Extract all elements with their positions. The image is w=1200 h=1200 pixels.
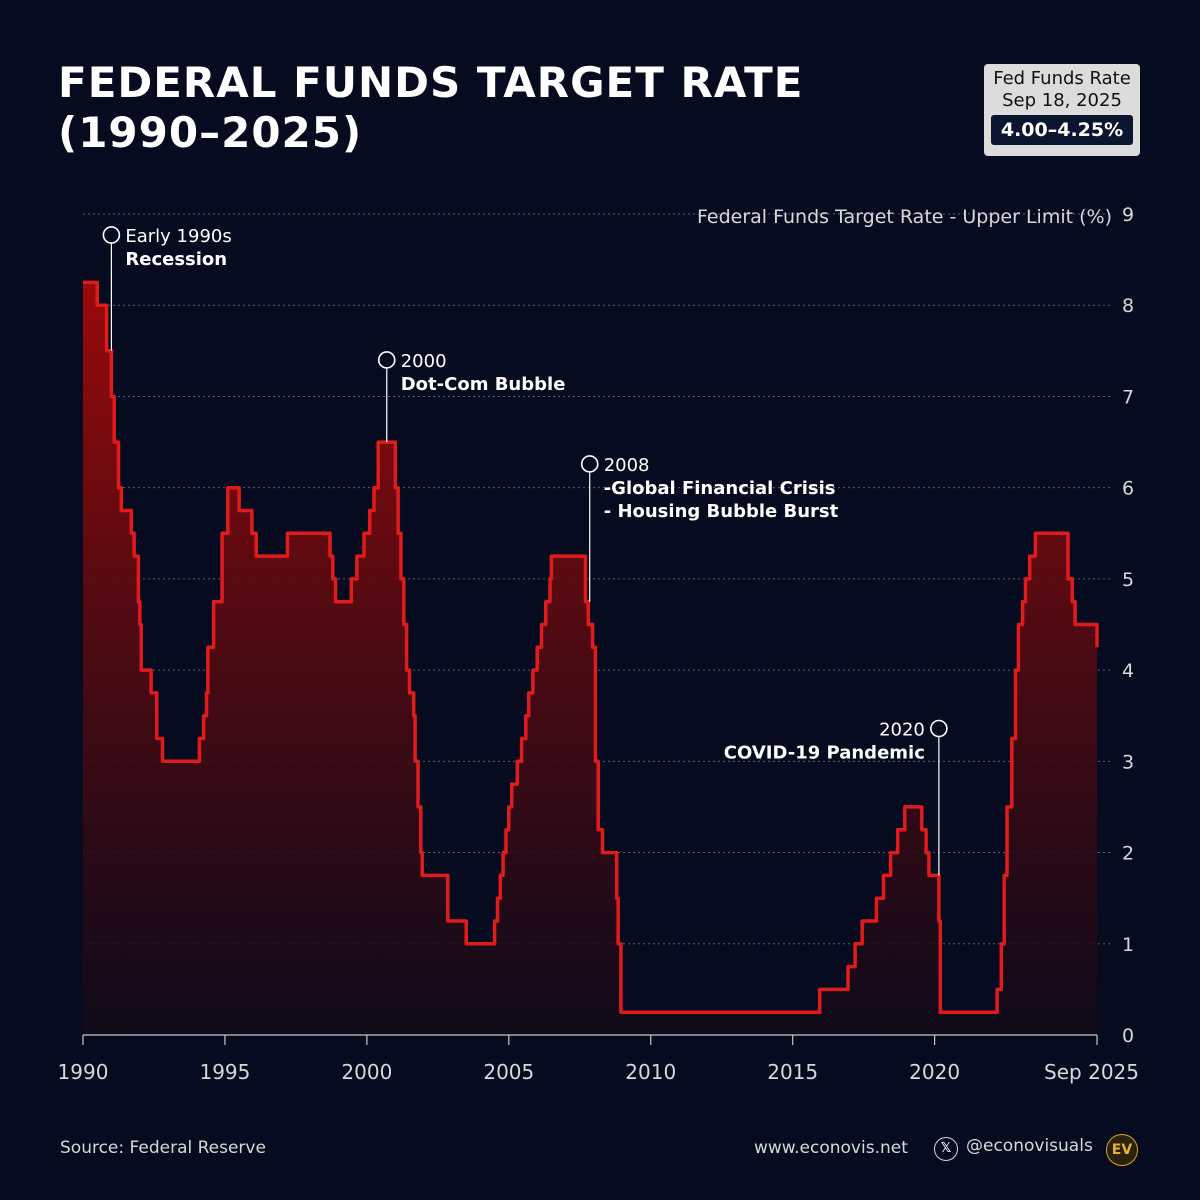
x-tick-label-2: 2000 xyxy=(341,1060,392,1084)
rate-badge-label: Fed Funds Rate xyxy=(993,68,1131,89)
page-title: FEDERAL FUNDS TARGET RATE (1990–2025) xyxy=(58,58,803,158)
y-tick-label-0: 0 xyxy=(1122,1025,1134,1047)
annotation-text-2-1: -Global Financial Crisis xyxy=(604,478,836,499)
rate-line xyxy=(83,280,1099,1014)
rate-badge-value: 4.00–4.25% xyxy=(991,115,1133,145)
website-link[interactable]: www.econovis.net xyxy=(754,1138,908,1158)
y-tick-label-5: 5 xyxy=(1122,569,1134,591)
y-tick-label-8: 8 xyxy=(1122,295,1134,317)
x-tick-label-6: 2020 xyxy=(909,1060,960,1084)
annotation-marker-2 xyxy=(580,455,599,473)
y-tick-label-3: 3 xyxy=(1122,751,1134,773)
social-handle[interactable]: @econovisuals xyxy=(966,1136,1093,1156)
annotation-text-1-1: Dot-Com Bubble xyxy=(401,374,566,395)
x-tick-label-5: 2015 xyxy=(767,1060,818,1084)
annotation-2: 2008-Global Financial Crisis- Housing Bu… xyxy=(580,455,839,602)
annotation-text-0-1: Recession xyxy=(125,249,227,270)
rate-area xyxy=(83,282,1097,1036)
annotation-text-1-0: 2000 xyxy=(401,351,447,372)
x-tick-label-7: Sep 2025 xyxy=(1044,1060,1139,1084)
annotation-text-2-0: 2008 xyxy=(604,455,650,476)
x-tick-label-3: 2005 xyxy=(483,1060,534,1084)
x-tick-label-0: 1990 xyxy=(58,1060,109,1084)
annotation-text-3-1: COVID-19 Pandemic xyxy=(724,742,925,763)
title-line-1: FEDERAL FUNDS TARGET RATE xyxy=(58,58,804,107)
annotation-text-3-0: 2020 xyxy=(879,719,925,740)
title-line-2: (1990–2025) xyxy=(58,108,363,157)
y-axis-label: Federal Funds Target Rate - Upper Limit … xyxy=(697,206,1112,228)
source-note: Source: Federal Reserve xyxy=(60,1138,266,1158)
rate-badge-date: Sep 18, 2025 xyxy=(1002,90,1122,111)
y-tick-label-7: 7 xyxy=(1122,386,1134,408)
y-tick-label-6: 6 xyxy=(1122,478,1134,500)
y-tick-label-4: 4 xyxy=(1122,660,1134,682)
annotation-marker-0 xyxy=(102,226,121,244)
current-rate-badge: Fed Funds Rate Sep 18, 2025 4.00–4.25% xyxy=(984,64,1140,156)
annotation-marker-1 xyxy=(377,351,396,369)
brand-logo-icon: EV xyxy=(1106,1134,1138,1166)
annotation-marker-3 xyxy=(930,719,948,738)
x-tick-label-4: 2010 xyxy=(625,1060,676,1084)
y-tick-label-9: 9 xyxy=(1122,204,1134,226)
annotation-text-0-0: Early 1990s xyxy=(125,226,231,247)
axes: 0 1 2 3 4 5 6 7 8 9 1990 1995 2000 2005 2010 2015 2020 Se… xyxy=(58,204,1139,1084)
x-tick-label-1: 1995 xyxy=(199,1060,250,1084)
y-tick-label-1: 1 xyxy=(1122,934,1134,956)
x-logo-icon: 𝕏 xyxy=(934,1137,958,1161)
y-tick-label-2: 2 xyxy=(1122,843,1134,865)
annotation-text-2-2: - Housing Bubble Burst xyxy=(604,501,839,522)
